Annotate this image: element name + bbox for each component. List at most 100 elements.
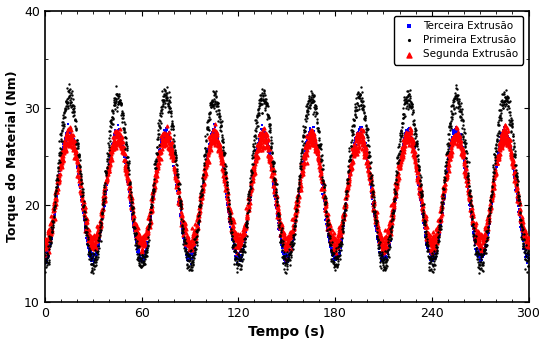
Primeira Extrusão: [218, 138, 227, 144]
Segunda Extrusão: [403, 135, 412, 141]
Terceira Extrusão: [475, 248, 484, 254]
Terceira Extrusão: [211, 131, 220, 137]
Primeira Extrusão: [492, 138, 501, 144]
Segunda Extrusão: [354, 136, 363, 142]
Terceira Extrusão: [73, 161, 82, 166]
Primeira Extrusão: [253, 108, 262, 113]
Terceira Extrusão: [522, 252, 531, 257]
Segunda Extrusão: [401, 137, 410, 143]
Primeira Extrusão: [354, 106, 363, 111]
Segunda Extrusão: [62, 133, 70, 138]
Primeira Extrusão: [494, 122, 502, 128]
Primeira Extrusão: [498, 100, 507, 105]
Terceira Extrusão: [93, 242, 102, 247]
Segunda Extrusão: [305, 135, 313, 140]
Segunda Extrusão: [342, 201, 351, 207]
Segunda Extrusão: [344, 179, 353, 184]
Segunda Extrusão: [402, 135, 411, 140]
Primeira Extrusão: [55, 151, 63, 156]
Segunda Extrusão: [69, 141, 78, 147]
Segunda Extrusão: [445, 156, 454, 161]
Terceira Extrusão: [487, 204, 496, 210]
Segunda Extrusão: [270, 179, 279, 185]
Segunda Extrusão: [466, 207, 475, 213]
Terceira Extrusão: [193, 231, 201, 236]
Segunda Extrusão: [430, 236, 438, 242]
Terceira Extrusão: [168, 149, 177, 154]
Segunda Extrusão: [120, 157, 128, 163]
Terceira Extrusão: [110, 134, 118, 139]
Terceira Extrusão: [200, 177, 209, 182]
Primeira Extrusão: [515, 217, 524, 223]
Terceira Extrusão: [209, 132, 218, 137]
Terceira Extrusão: [195, 213, 204, 219]
Terceira Extrusão: [330, 262, 339, 268]
Primeira Extrusão: [488, 189, 497, 194]
Primeira Extrusão: [115, 99, 123, 105]
Terceira Extrusão: [466, 206, 474, 212]
Terceira Extrusão: [334, 253, 342, 258]
Primeira Extrusão: [491, 146, 500, 151]
Terceira Extrusão: [501, 128, 510, 134]
Terceira Extrusão: [296, 180, 305, 186]
Terceira Extrusão: [377, 250, 386, 256]
Primeira Extrusão: [186, 257, 195, 263]
Segunda Extrusão: [163, 124, 171, 129]
Segunda Extrusão: [342, 191, 351, 196]
Segunda Extrusão: [337, 224, 346, 230]
Segunda Extrusão: [515, 197, 524, 203]
Segunda Extrusão: [72, 155, 81, 160]
Terceira Extrusão: [111, 134, 120, 139]
Primeira Extrusão: [126, 192, 134, 198]
Primeira Extrusão: [342, 191, 351, 196]
Primeira Extrusão: [393, 155, 402, 161]
Primeira Extrusão: [402, 98, 411, 104]
Primeira Extrusão: [459, 134, 468, 139]
Primeira Extrusão: [399, 111, 408, 117]
Terceira Extrusão: [386, 229, 395, 235]
Segunda Extrusão: [83, 227, 92, 232]
Segunda Extrusão: [317, 169, 325, 175]
Terceira Extrusão: [66, 128, 75, 134]
Segunda Extrusão: [164, 140, 173, 146]
Terceira Extrusão: [497, 138, 506, 143]
Terceira Extrusão: [194, 226, 203, 231]
Segunda Extrusão: [277, 225, 286, 230]
Terceira Extrusão: [481, 246, 490, 251]
Primeira Extrusão: [472, 249, 481, 255]
Segunda Extrusão: [319, 194, 328, 199]
Segunda Extrusão: [505, 136, 513, 142]
Primeira Extrusão: [406, 95, 415, 100]
Primeira Extrusão: [250, 137, 259, 142]
Terceira Extrusão: [491, 172, 500, 178]
Segunda Extrusão: [377, 234, 385, 239]
Segunda Extrusão: [304, 143, 313, 149]
Primeira Extrusão: [403, 88, 412, 94]
Terceira Extrusão: [108, 146, 116, 151]
Segunda Extrusão: [153, 165, 162, 170]
Primeira Extrusão: [355, 94, 364, 99]
Primeira Extrusão: [359, 102, 367, 108]
Segunda Extrusão: [460, 161, 468, 167]
Segunda Extrusão: [263, 153, 272, 158]
Primeira Extrusão: [467, 208, 476, 214]
Segunda Extrusão: [106, 151, 115, 157]
Segunda Extrusão: [241, 205, 250, 210]
Terceira Extrusão: [265, 151, 274, 156]
Segunda Extrusão: [137, 235, 146, 241]
Segunda Extrusão: [354, 146, 363, 151]
Primeira Extrusão: [242, 218, 251, 224]
Terceira Extrusão: [366, 180, 375, 186]
Terceira Extrusão: [289, 236, 298, 241]
Primeira Extrusão: [376, 266, 385, 271]
Terceira Extrusão: [373, 236, 382, 242]
Segunda Extrusão: [49, 214, 57, 219]
Segunda Extrusão: [194, 214, 203, 219]
Segunda Extrusão: [185, 243, 193, 248]
Terceira Extrusão: [321, 206, 329, 211]
Primeira Extrusão: [335, 254, 343, 259]
Segunda Extrusão: [467, 208, 476, 214]
Segunda Extrusão: [158, 137, 167, 143]
Primeira Extrusão: [188, 260, 197, 265]
Segunda Extrusão: [351, 146, 360, 152]
